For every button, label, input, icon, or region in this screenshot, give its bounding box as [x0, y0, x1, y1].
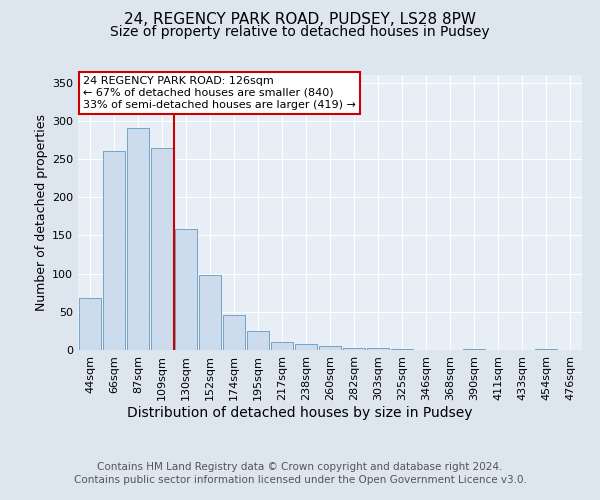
Bar [175, 230, 197, 350]
Y-axis label: Number of detached properties: Number of detached properties [35, 114, 48, 311]
Text: Contains HM Land Registry data © Crown copyright and database right 2024.: Contains HM Land Registry data © Crown c… [97, 462, 503, 472]
Bar [247, 331, 269, 350]
Bar [271, 342, 293, 350]
Bar [151, 148, 173, 350]
Bar [319, 346, 341, 350]
Bar [463, 349, 485, 350]
Bar [367, 348, 389, 350]
Text: 24, REGENCY PARK ROAD, PUDSEY, LS28 8PW: 24, REGENCY PARK ROAD, PUDSEY, LS28 8PW [124, 12, 476, 28]
Text: Contains public sector information licensed under the Open Government Licence v3: Contains public sector information licen… [74, 475, 526, 485]
Text: Distribution of detached houses by size in Pudsey: Distribution of detached houses by size … [127, 406, 473, 419]
Bar [223, 315, 245, 350]
Bar [295, 344, 317, 350]
Text: 24 REGENCY PARK ROAD: 126sqm
← 67% of detached houses are smaller (840)
33% of s: 24 REGENCY PARK ROAD: 126sqm ← 67% of de… [83, 76, 356, 110]
Bar [79, 298, 101, 350]
Bar [127, 128, 149, 350]
Text: Size of property relative to detached houses in Pudsey: Size of property relative to detached ho… [110, 25, 490, 39]
Bar [343, 348, 365, 350]
Bar [199, 275, 221, 350]
Bar [391, 349, 413, 350]
Bar [535, 349, 557, 350]
Bar [103, 152, 125, 350]
